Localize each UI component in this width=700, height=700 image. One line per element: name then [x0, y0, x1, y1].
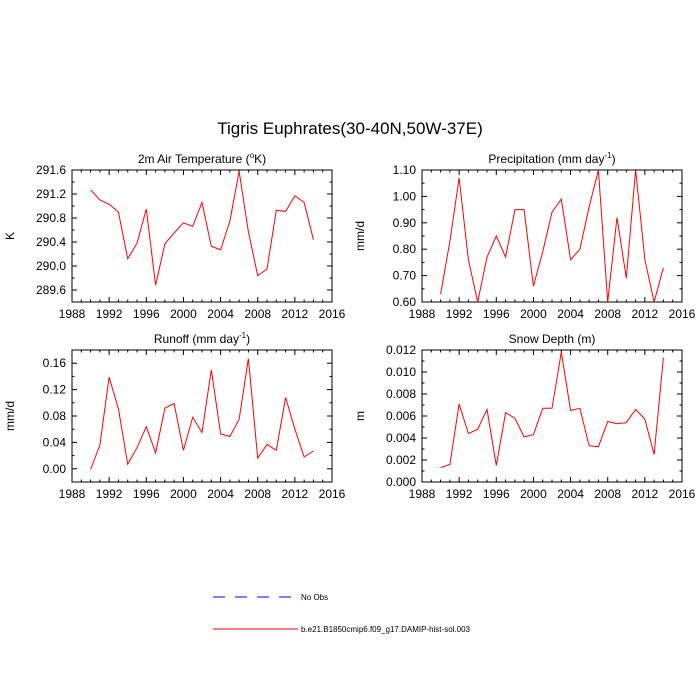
panel-1-ylabel: K — [3, 232, 17, 240]
panel-4-xtick-label: 1988 — [409, 487, 436, 501]
panel-4-ytick-label: 0.006 — [386, 409, 416, 423]
panel-1-ytick-label: 289.6 — [36, 283, 66, 297]
panel-4-xtick-label: 2016 — [669, 487, 696, 501]
panel-2-xtick-label: 1988 — [409, 307, 436, 321]
panel-1-xtick-label: 2008 — [244, 307, 271, 321]
panel-3-ylabel: mm/d — [3, 401, 17, 431]
panel-3-title: Runoff (mm day-1) — [154, 331, 250, 346]
panel-3-ytick-label: 0.16 — [43, 356, 67, 370]
panel-1-ytick-label: 290.0 — [36, 259, 66, 273]
panel-2-ytick-label: 0.80 — [393, 242, 417, 256]
chart-panels: 1988 1992 1996 2000 2004 2008 2012 2016 289.6 290… — [3, 151, 696, 501]
panel-1-ytick-label: 291.6 — [36, 163, 66, 177]
panel-1-series-line — [90, 171, 314, 286]
panel-4-xtick-label: 2000 — [520, 487, 547, 501]
panel-4-ytick-label: 0.010 — [386, 365, 416, 379]
panel-2-ylabel: mm/d — [353, 221, 367, 251]
panel-4-xtick-label: 2008 — [594, 487, 621, 501]
legend: No Obs b.e21.B1850cmip6.f09_g17.DAMIP-hi… — [213, 593, 471, 634]
panel-4-ylabel: m — [353, 411, 367, 421]
panel-3-ytick-label: 0.12 — [43, 383, 67, 397]
panel-4-xtick-label: 1992 — [446, 487, 473, 501]
panel-3-frame — [71, 349, 333, 483]
panel-2-xtick-label: 2000 — [520, 307, 547, 321]
panel-2-ytick-label: 0.70 — [393, 269, 417, 283]
panel-3-xtick-label: 1992 — [96, 487, 123, 501]
panel-2-xtick-label: 1996 — [483, 307, 510, 321]
figure-title: Tigris Euphrates(30-40N,50W-37E) — [217, 119, 483, 138]
panel-2-xtick-label: 2008 — [594, 307, 621, 321]
panel-2-xtick-label: 2016 — [669, 307, 696, 321]
panel-4-xtick-label: 2012 — [632, 487, 659, 501]
panel-3-ytick-label: 0.04 — [43, 435, 67, 449]
panel-4-ytick-label: 0.000 — [386, 475, 416, 489]
panel-1-ytick-label: 290.4 — [36, 235, 66, 249]
panel-3-xtick-label: 2012 — [282, 487, 309, 501]
panel-2-frame — [421, 169, 683, 303]
panel-1-title: 2m Air Temperature (oK) — [138, 151, 266, 166]
panel-1-xtick-label: 1992 — [96, 307, 123, 321]
panel-1-xtick-label: 1996 — [133, 307, 160, 321]
panel-1-xtick-label: 2000 — [170, 307, 197, 321]
panel-3-ytick-label: 0.00 — [43, 462, 67, 476]
panel-3-xtick-label: 2016 — [319, 487, 346, 501]
panel-4-xtick-label: 2004 — [557, 487, 584, 501]
panel-2-ytick-label: 0.90 — [393, 216, 417, 230]
panel-2-title: Precipitation (mm day-1) — [488, 151, 615, 166]
panel-2-ytick-label: 1.10 — [393, 163, 417, 177]
panel-1-ytick-label: 290.8 — [36, 211, 66, 225]
panel-2-xtick-label: 2012 — [632, 307, 659, 321]
panel-1: 1988 1992 1996 2000 2004 2008 2012 2016 289.6 290… — [3, 151, 346, 321]
panel-1-xtick-label: 1988 — [59, 307, 86, 321]
panel-2-series-line — [440, 169, 664, 303]
panel-4-frame — [421, 349, 683, 483]
panel-4-ytick-label: 0.008 — [386, 387, 416, 401]
panel-4-title: Snow Depth (m) — [509, 332, 596, 346]
panel-1-xtick-label: 2016 — [319, 307, 346, 321]
panel-3-xtick-label: 2008 — [244, 487, 271, 501]
panel-3-series-line — [90, 358, 314, 470]
panel-4-xtick-label: 1996 — [483, 487, 510, 501]
panel-3-xtick-label: 1988 — [59, 487, 86, 501]
panel-3-ytick-label: 0.08 — [43, 409, 67, 423]
panel-1-ytick-label: 291.2 — [36, 187, 66, 201]
panel-2-xtick-label: 1992 — [446, 307, 473, 321]
panel-3-xtick-label: 2004 — [207, 487, 234, 501]
panel-3: 1988 1992 1996 2000 2004 2008 2012 2016 0.00 0.04… — [3, 331, 346, 501]
panel-1-frame — [71, 169, 333, 303]
legend-label-no-obs: No Obs — [301, 593, 328, 602]
legend-label-model: b.e21.B1850cmip6.f09_g17.DAMIP-hist-sol.… — [301, 625, 471, 634]
panel-4: 1988 1992 1996 2000 2004 2008 2012 2016 0.000 0.0… — [353, 332, 696, 501]
panel-2-xtick-label: 2004 — [557, 307, 584, 321]
panel-4-ytick-label: 0.002 — [386, 453, 416, 467]
panel-2-ytick-label: 0.60 — [393, 295, 417, 309]
panel-3-xtick-label: 1996 — [133, 487, 160, 501]
panel-3-xtick-label: 2000 — [170, 487, 197, 501]
panel-2-ytick-label: 1.00 — [393, 189, 417, 203]
panel-2: 1988 1992 1996 2000 2004 2008 2012 2016 0.60 0.70… — [353, 151, 696, 321]
panel-1-xtick-label: 2004 — [207, 307, 234, 321]
panel-4-ytick-label: 0.004 — [386, 431, 416, 445]
panel-4-ytick-label: 0.012 — [386, 343, 416, 357]
panel-4-series-line — [440, 352, 664, 469]
panel-1-xtick-label: 2012 — [282, 307, 309, 321]
